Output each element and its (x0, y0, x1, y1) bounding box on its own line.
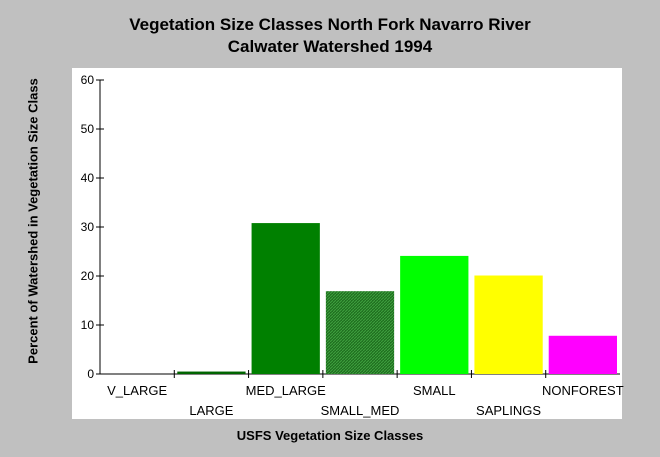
x-tick-label: SMALL (413, 383, 456, 398)
x-tick-label: NONFOREST (542, 383, 624, 398)
chart-title-line-2: Calwater Watershed 1994 (227, 37, 433, 56)
bar-med-large (251, 223, 320, 374)
bar-large (177, 371, 246, 374)
bar-nonforest (548, 335, 617, 374)
y-tick-label: 0 (87, 367, 94, 381)
y-axis-label: Percent of Watershed in Vegetation Size … (25, 78, 41, 364)
bar-small-med (325, 291, 395, 374)
x-tick-label: V_LARGE (107, 383, 167, 398)
x-tick-label: SMALL_MED (321, 403, 400, 418)
y-tick-label: 50 (81, 122, 95, 136)
y-axis-label-box: Percent of Watershed in Vegetation Size … (18, 68, 48, 374)
chart-title: Vegetation Size Classes North Fork Navar… (0, 14, 660, 58)
y-tick-label: 20 (81, 269, 95, 283)
chart-title-line-1: Vegetation Size Classes North Fork Navar… (129, 15, 531, 34)
y-tick-label: 30 (81, 220, 95, 234)
x-tick-label: MED_LARGE (246, 383, 327, 398)
y-tick-label: 40 (81, 171, 95, 185)
bar-saplings (474, 275, 543, 374)
x-axis-label: USFS Vegetation Size Classes (236, 428, 424, 443)
x-tick-label: SAPLINGS (476, 403, 541, 418)
x-tick-label: LARGE (189, 403, 233, 418)
bar-small (400, 255, 469, 374)
y-tick-label: 60 (81, 73, 95, 87)
y-tick-label: 10 (81, 318, 95, 332)
